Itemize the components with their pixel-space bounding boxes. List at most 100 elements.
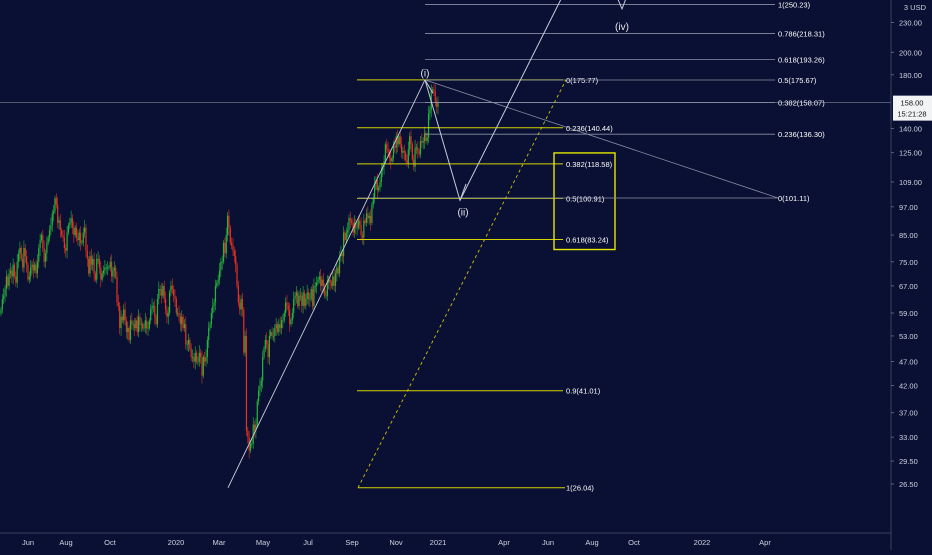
candle-body [367, 213, 369, 219]
candle-body [167, 313, 169, 317]
candle-body [344, 232, 346, 241]
candle-body [282, 320, 284, 322]
candle-body [119, 305, 121, 329]
candle-body [271, 331, 273, 336]
candle-body [425, 133, 427, 142]
candle-body [289, 309, 291, 325]
candle-body [352, 222, 354, 233]
candle-body [144, 320, 146, 329]
candle-body [92, 258, 94, 265]
candle-body [387, 149, 389, 153]
candle-body [307, 292, 310, 300]
candle-body [54, 198, 56, 212]
candle-body [336, 267, 338, 274]
extension-level-label: 0.786(218.31) [778, 30, 825, 39]
candle-body [51, 213, 53, 226]
candle-body [260, 380, 262, 386]
candle-body [241, 299, 244, 310]
candle-body [156, 299, 159, 325]
candle-body [150, 309, 152, 321]
candle-body [185, 324, 187, 345]
candle-body [369, 215, 372, 223]
candle-body [263, 348, 265, 358]
time-tick-label: Aug [59, 538, 72, 547]
candle-body [224, 242, 226, 254]
candle-body [109, 261, 111, 268]
candle-body [316, 282, 318, 286]
candle-body [170, 285, 172, 293]
candle-body [7, 276, 9, 286]
candle-body [4, 289, 6, 296]
candle-body [20, 247, 22, 259]
candle-body [77, 237, 79, 241]
candle-body [334, 273, 337, 286]
candle-body [434, 92, 436, 102]
candle-body [59, 220, 61, 231]
candle-body [378, 187, 380, 190]
candle-body [355, 222, 357, 228]
candle-body [395, 136, 397, 148]
candle-body [164, 299, 167, 310]
candle-body [74, 227, 76, 236]
candle-body [403, 150, 405, 153]
extension-level-label: 0.618(193.26) [778, 56, 825, 65]
candle-body [380, 170, 382, 182]
candle-body [371, 204, 373, 223]
candle-body [143, 328, 145, 329]
price-tick-label: 180.00 [899, 71, 922, 80]
candle-body [415, 147, 418, 149]
candle-body [135, 320, 137, 329]
candle-body [8, 273, 10, 286]
price-tick-label: 75.00 [899, 258, 918, 267]
arrow-head [424, 79, 434, 94]
candle-body [206, 340, 208, 358]
candle-body [294, 295, 296, 300]
candle-body [125, 320, 128, 332]
candle-body [67, 225, 70, 233]
candle-body [193, 357, 195, 362]
candle-body [47, 237, 49, 243]
extension-level-label: 0.236(136.30) [778, 130, 825, 139]
candle-body [182, 316, 184, 329]
candle-body [23, 247, 25, 268]
candle-body [142, 324, 144, 329]
candle-body [79, 232, 82, 243]
candle-body [189, 340, 191, 349]
price-tick-label: 109.00 [899, 178, 922, 187]
candle-body [311, 289, 314, 306]
candle-body [163, 285, 165, 300]
candle-body [3, 295, 5, 300]
retracement-level-label: 0.236(140.44) [566, 124, 613, 133]
candle-body [357, 220, 360, 228]
candle-body [53, 211, 55, 214]
wave-label: (i) [421, 68, 430, 79]
candle-body [155, 316, 157, 325]
price-tick-label: 37.00 [899, 409, 918, 418]
candle-body [317, 279, 319, 283]
candle-body [286, 302, 288, 306]
candle-body [388, 152, 391, 158]
candle-body [298, 295, 300, 306]
time-axis: Jun Aug Oct 2020 Mar May Jul Sep Nov 2021 Apr Jun Au… [0, 532, 891, 547]
candle-body [328, 279, 330, 283]
candle-body [139, 316, 141, 325]
elliott-waves: (i)(ii)(iii)(iv) [227, 0, 779, 488]
candle-body [324, 285, 326, 296]
time-tick-label: May [256, 538, 270, 547]
candle-body [338, 256, 341, 274]
candle-body [198, 352, 200, 362]
candle-body [137, 316, 140, 332]
candle-body [386, 144, 388, 150]
candle-body [310, 289, 312, 300]
price-tick-label: 230.00 [899, 18, 922, 27]
candle-body [15, 276, 17, 283]
price-tick-label: 85.00 [899, 231, 918, 240]
candle-body [89, 256, 91, 274]
candle-body [58, 220, 60, 223]
candle-body [216, 282, 218, 286]
candle-body [204, 357, 206, 362]
candle-body [181, 316, 183, 325]
candle-body [217, 279, 219, 283]
